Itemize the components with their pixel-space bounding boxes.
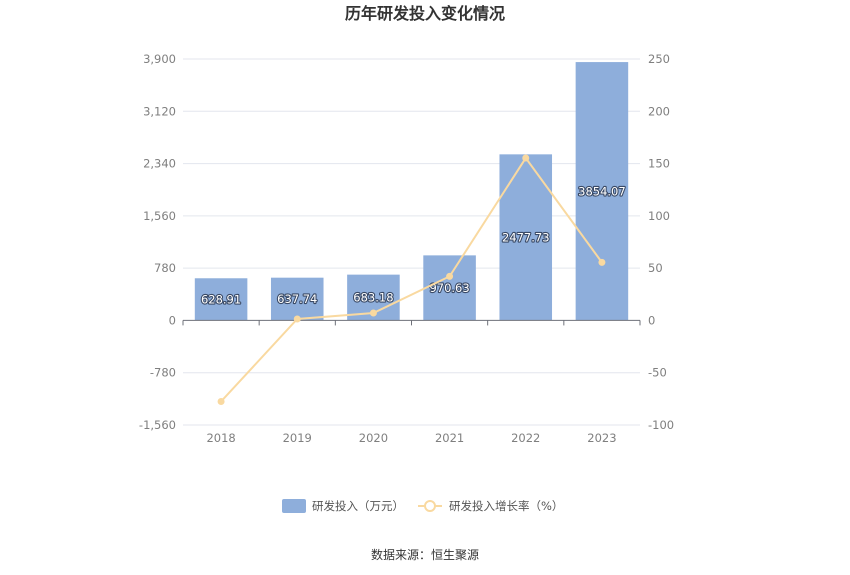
x-axis: 2018 2019 2020 2021 2022 2023 — [206, 431, 616, 445]
x-tick-label: 2019 — [283, 431, 312, 445]
y-left-tick-label: 2,340 — [143, 157, 176, 171]
y-right-tick-label: 100 — [648, 209, 670, 223]
chart-title: 历年研发投入变化情况 — [345, 4, 505, 23]
legend-line-label[interactable]: 研发投入增长率（%） — [449, 499, 563, 513]
x-tick-label: 2021 — [435, 431, 464, 445]
bar-data-label: 3854.07 — [578, 184, 626, 198]
x-tick-label: 2020 — [359, 431, 388, 445]
line-series — [217, 154, 606, 405]
y-left-tick-label: 3,120 — [143, 104, 176, 118]
zero-axis-line — [182, 319, 641, 326]
line-point — [522, 154, 530, 162]
x-tick-label: 2022 — [511, 431, 540, 445]
line-point — [446, 272, 454, 280]
legend-bar-swatch — [282, 499, 306, 513]
bar — [423, 255, 476, 321]
line-point — [293, 315, 301, 323]
y-left-tick-label: 1,560 — [143, 209, 176, 223]
source-note: 数据来源：恒生聚源 — [371, 547, 479, 562]
y-right-tick-label: -100 — [648, 418, 674, 432]
bar — [575, 62, 629, 321]
bar-series: 628.91 637.74 683.18 970.63 2477.73 3854.07 — [194, 62, 629, 321]
bar-data-label: 970.63 — [429, 281, 469, 295]
bar — [194, 278, 248, 321]
bar-data-label: 637.74 — [277, 292, 317, 306]
y-right-tick-label: -50 — [648, 366, 667, 380]
grid-lines — [183, 58, 640, 426]
right-axis: 250 200 150 100 50 0 -50 -100 — [648, 52, 674, 432]
y-right-tick-label: 200 — [648, 104, 670, 118]
y-right-tick-label: 0 — [648, 313, 655, 327]
y-right-tick-label: 150 — [648, 157, 670, 171]
bar — [270, 277, 324, 321]
bar-data-label: 628.91 — [201, 292, 241, 306]
x-tick-label: 2023 — [587, 431, 616, 445]
y-left-tick-label: -1,560 — [139, 418, 176, 432]
legend-line-marker — [424, 500, 436, 512]
growth-line — [220, 156, 603, 403]
x-tick-label: 2018 — [206, 431, 235, 445]
line-point — [369, 309, 377, 317]
y-right-tick-label: 250 — [648, 52, 670, 66]
line-point — [598, 258, 606, 266]
y-left-tick-label: 0 — [169, 313, 176, 327]
y-left-tick-label: 780 — [154, 261, 176, 275]
legend-bar-label[interactable]: 研发投入（万元） — [312, 499, 404, 513]
bar-data-label: 2477.73 — [502, 230, 550, 244]
left-axis: 3,900 3,120 2,340 1,560 780 0 -780 -1,560 — [139, 52, 176, 432]
legend: 研发投入（万元） 研发投入增长率（%） — [282, 499, 563, 513]
line-point — [217, 397, 225, 405]
y-left-tick-label: 3,900 — [143, 52, 176, 66]
y-right-tick-label: 50 — [648, 261, 663, 275]
y-left-tick-label: -780 — [150, 366, 176, 380]
bar-data-label: 683.18 — [353, 291, 393, 305]
